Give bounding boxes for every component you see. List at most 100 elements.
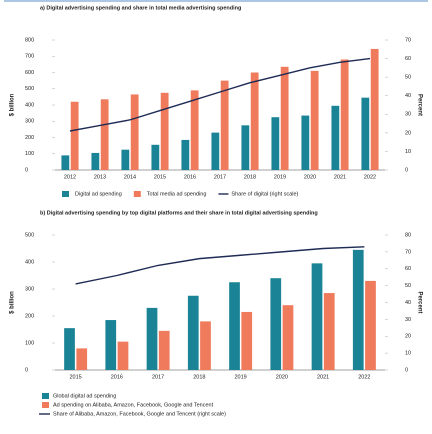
bar: [91, 152, 100, 170]
y-tick-label: 300: [25, 119, 34, 125]
bar: [280, 66, 289, 170]
x-tick-label: 2021: [334, 174, 346, 180]
bar: [76, 348, 88, 370]
x-tick-label: 2015: [70, 374, 82, 380]
bar: [250, 72, 259, 170]
line: [75, 246, 365, 285]
bar: [100, 99, 109, 170]
legend-swatch: [42, 393, 49, 399]
bar: [64, 328, 75, 370]
x-tick-label: 2016: [111, 374, 123, 380]
legend-label: Global digital ad spending: [53, 393, 116, 399]
legend-label: Digital ad spending: [75, 191, 122, 197]
bar: [190, 90, 199, 170]
y2-tick-label: 80: [405, 232, 411, 238]
x-tick-label: 2022: [364, 174, 376, 180]
y-tick-label: 400: [25, 102, 34, 108]
bar: [331, 105, 340, 170]
bar: [311, 263, 323, 370]
y2-tick-label: 30: [405, 317, 411, 323]
y-tick-label: 0: [25, 167, 28, 173]
y-axis-label: $ billion: [10, 93, 16, 116]
bar: [130, 94, 139, 170]
line: [69, 57, 371, 132]
y-tick-label: 300: [25, 286, 34, 292]
bar: [151, 144, 160, 170]
y-axis-label: $ billion: [10, 291, 16, 314]
y-tick-label: 500: [25, 86, 34, 92]
y2-tick-label: 20: [405, 334, 411, 340]
y2-tick-label: 0: [405, 167, 408, 173]
y2-tick-label: 60: [405, 56, 411, 62]
chart-title: b) Digital advertising spending by top d…: [40, 210, 318, 216]
y-tick-label: 200: [25, 313, 34, 319]
legend-swatch: [42, 402, 49, 408]
y2-tick-label: 50: [405, 75, 411, 81]
bar: [187, 295, 199, 370]
y2-axis-label: Percent: [416, 291, 422, 313]
bar: [370, 48, 379, 170]
x-tick-label: 2018: [193, 374, 205, 380]
x-tick-label: 2016: [184, 174, 196, 180]
y-tick-label: 200: [25, 135, 34, 141]
y2-tick-label: 70: [405, 37, 411, 43]
y-tick-label: 600: [25, 70, 34, 76]
y2-tick-label: 10: [405, 149, 411, 155]
bar: [146, 307, 158, 370]
bar: [200, 321, 211, 370]
legend-label: Share of Alibaba, Amazon, Facebook, Goog…: [53, 411, 226, 417]
bar: [323, 293, 335, 370]
y2-tick-label: 60: [405, 266, 411, 272]
bar: [241, 125, 250, 170]
y2-tick-label: 0: [405, 367, 408, 373]
bar: [117, 341, 129, 370]
x-tick-label: 2018: [244, 174, 256, 180]
y-tick-label: 100: [25, 151, 34, 157]
y2-axis-label: Percent: [416, 94, 422, 116]
bar: [365, 280, 376, 370]
bar: [158, 330, 170, 370]
x-tick-label: 2012: [64, 174, 76, 180]
y-tick-label: 0: [25, 367, 28, 373]
bar: [61, 155, 70, 170]
y-tick-label: 100: [25, 340, 34, 346]
y2-tick-label: 10: [405, 351, 411, 357]
y2-tick-label: 40: [405, 93, 411, 99]
x-tick-label: 2021: [317, 374, 329, 380]
y2-tick-label: 50: [405, 283, 411, 289]
y-tick-label: 500: [25, 232, 34, 238]
bar: [105, 320, 117, 370]
legend-label: Share of digital (right scale): [231, 191, 298, 197]
bar: [270, 278, 282, 370]
y2-tick-label: 20: [405, 130, 411, 136]
y-tick-label: 400: [25, 259, 34, 265]
bar: [181, 139, 190, 170]
x-tick-label: 2017: [152, 374, 164, 380]
bar: [160, 92, 169, 170]
legend-label: Ad spending on Alibaba, Amazon, Facebook…: [53, 402, 214, 408]
bar: [121, 149, 130, 170]
y2-tick-label: 30: [405, 112, 411, 118]
y-tick-label: 800: [25, 37, 34, 43]
x-tick-label: 2015: [154, 174, 166, 180]
y2-tick-label: 70: [405, 249, 411, 255]
x-tick-label: 2014: [124, 174, 136, 180]
chart-title: a) Digital advertising spending and shar…: [40, 5, 241, 11]
bar: [220, 80, 229, 170]
x-tick-label: 2022: [358, 374, 370, 380]
legend-swatch: [62, 191, 69, 197]
bar: [241, 311, 253, 370]
bar: [340, 59, 349, 170]
bar: [301, 115, 310, 170]
bar: [211, 132, 220, 170]
x-tick-label: 2019: [274, 174, 286, 180]
y-tick-label: 700: [25, 54, 34, 60]
x-tick-label: 2017: [214, 174, 226, 180]
bar: [361, 97, 370, 170]
legend-label: Total media ad spending: [147, 191, 207, 197]
bar: [271, 117, 280, 170]
bar: [70, 101, 79, 170]
x-tick-label: 2013: [94, 174, 106, 180]
bar: [282, 305, 294, 370]
